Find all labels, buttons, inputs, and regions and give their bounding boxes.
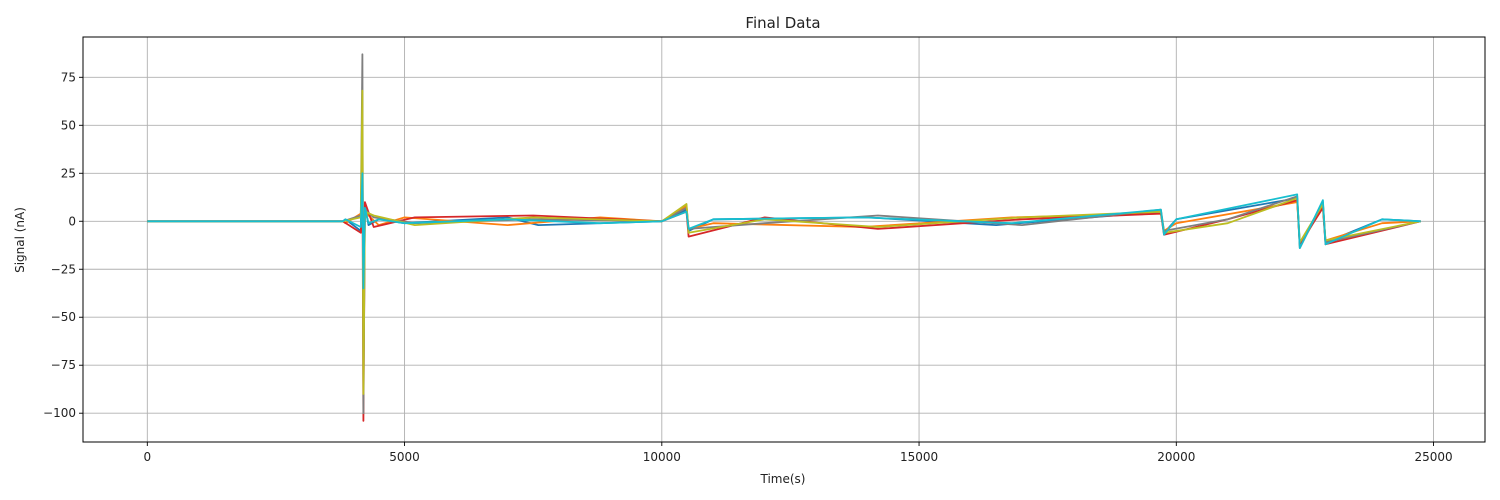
plot-frame xyxy=(82,36,1486,443)
y-tick-label: −50 xyxy=(51,310,76,324)
series-line-4 xyxy=(147,53,1421,415)
tick-layer: 0 5000 10000 15000 20000 25000 −100 −75 −50 −25 0 2… xyxy=(43,70,1453,464)
series-line-6 xyxy=(147,172,1421,290)
x-tick-label: 5000 xyxy=(389,450,420,464)
y-axis-title: Signal (nA) xyxy=(13,207,27,273)
y-tick-label: 75 xyxy=(61,70,76,84)
y-tick-label: −25 xyxy=(51,262,76,276)
series-line-3 xyxy=(147,162,1421,422)
series-layer xyxy=(147,53,1421,422)
y-tick-label: −100 xyxy=(43,406,76,420)
x-axis-title: Time(s) xyxy=(760,472,806,486)
y-tick-label: 50 xyxy=(61,118,76,132)
x-tick-label: 0 xyxy=(143,450,151,464)
series-line-5 xyxy=(147,89,1421,395)
x-tick-label: 25000 xyxy=(1414,450,1452,464)
x-tick-label: 20000 xyxy=(1157,450,1195,464)
grid-layer xyxy=(83,37,1485,442)
y-tick-label: 25 xyxy=(61,166,76,180)
y-tick-label: −75 xyxy=(51,358,76,372)
chart-title: Final Data xyxy=(745,14,820,32)
series-line-1 xyxy=(147,162,1421,299)
series-line-2 xyxy=(147,143,1421,328)
x-tick-label: 10000 xyxy=(643,450,681,464)
x-tick-label: 15000 xyxy=(900,450,938,464)
y-tick-label: 0 xyxy=(68,214,76,228)
